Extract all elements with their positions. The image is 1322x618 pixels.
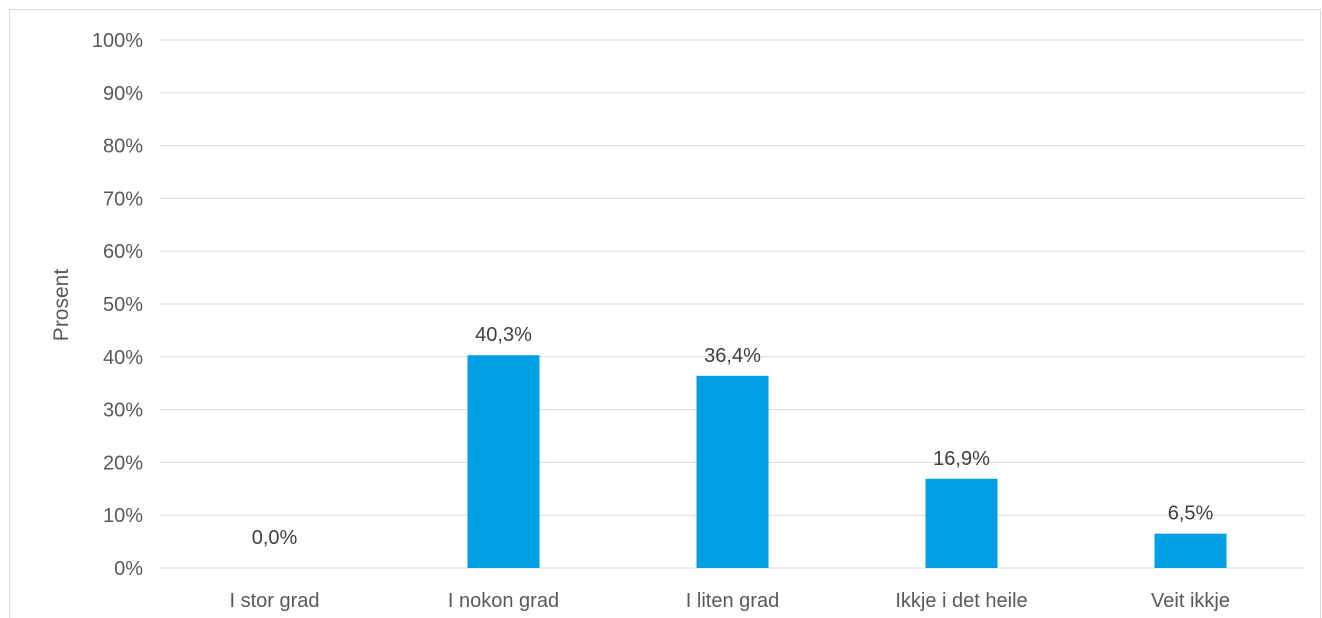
bar [925, 478, 998, 568]
data-label: 0,0% [252, 527, 298, 549]
y-tick-label: 100% [92, 30, 143, 52]
y-axis-ticks: 0% 10% 20% 30% 40% 50% 60% 70% 80% 90% 100% [92, 30, 143, 580]
data-labels: 0,0% 40,3% 36,4% 16,9% 6,5% [252, 324, 1214, 549]
data-label: 36,4% [704, 345, 761, 367]
bar [1154, 533, 1227, 568]
bar [467, 355, 540, 568]
x-category-label: Ikkje i det heile [895, 590, 1027, 612]
data-label: 16,9% [933, 448, 990, 470]
y-tick-label: 90% [103, 83, 143, 105]
y-axis-label: Prosent [50, 269, 73, 342]
x-axis-categories: I stor grad I nokon grad I liten grad Ikkje… [229, 590, 1229, 612]
y-tick-label: 0% [114, 558, 143, 580]
bar [696, 375, 769, 568]
y-tick-label: 30% [103, 400, 143, 422]
x-category-label: I liten grad [686, 590, 779, 612]
data-label: 40,3% [475, 324, 532, 346]
y-tick-label: 10% [103, 505, 143, 527]
y-tick-label: 50% [103, 294, 143, 316]
bars [467, 355, 1227, 568]
y-tick-label: 40% [103, 347, 143, 369]
data-label: 6,5% [1168, 503, 1214, 525]
x-category-label: I stor grad [229, 590, 319, 612]
y-tick-label: 20% [103, 452, 143, 474]
y-tick-label: 70% [103, 188, 143, 210]
x-category-label: Veit ikkje [1151, 590, 1230, 612]
x-category-label: I nokon grad [448, 590, 559, 612]
y-tick-label: 60% [103, 241, 143, 263]
y-tick-label: 80% [103, 136, 143, 158]
chart-frame [9, 9, 1321, 618]
